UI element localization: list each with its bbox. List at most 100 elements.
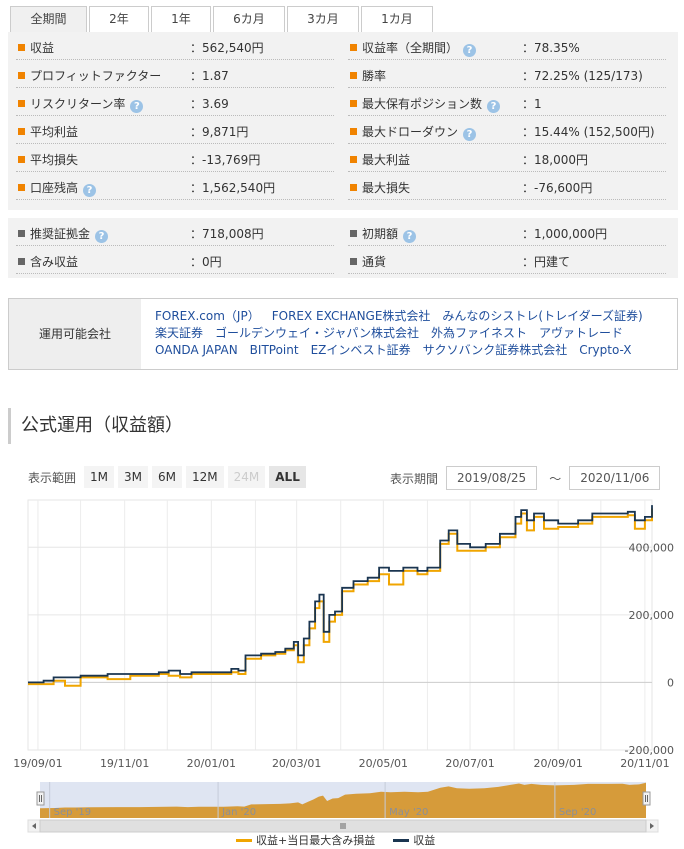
range-all-button[interactable]: ALL [269,466,306,488]
stat-label: 平均利益 [30,125,79,139]
period-from-input[interactable]: 2019/08/25 [446,466,538,490]
period-to-input[interactable]: 2020/11/06 [569,466,661,490]
stat-row-right-2: 最大保有ポジション数? ：1 [340,90,670,116]
stat-value: ：0円 [190,255,222,269]
stat-row-left-1: プロフィットファクター ：1.87 [8,62,338,88]
tab-3m[interactable]: 3カ月 [287,6,359,32]
x-tick-label: 19/11/01 [100,757,149,770]
broker-link[interactable]: みんなのシストレ(トレイダーズ証券) [442,309,643,323]
stat-row-left-3: 平均利益 ：9,871円 [8,118,338,144]
y-tick-label: -200,000 [625,744,674,757]
x-axis-ticks: 19/09/01 19/11/01 20/01/01 20/03/01 20/05/01… [13,757,669,770]
stat-value: ：円建て [522,255,571,269]
stats-panel: 収益 ：562,540円 プロフィットファクター ：1.87 リスクリターン率? ：3.6… [8,32,678,210]
period-separator: ～ [549,471,562,486]
y-tick-label: 200,000 [629,609,675,622]
x-tick-label: 19/09/01 [13,757,62,770]
legend-floating[interactable]: 収益+当日最大含み損益 [256,834,376,847]
broker-link[interactable]: BITPoint [249,343,299,357]
stat-label: 平均損失 [30,153,79,167]
stat-label: プロフィットファクター [30,69,162,83]
help-icon[interactable]: ? [463,44,477,57]
navigator-area [40,782,646,818]
broker-link[interactable]: サクソバンク証券株式会社 [422,343,568,357]
stat-label: 口座残高? [30,179,97,197]
stat-value: ：-13,769円 [190,153,261,167]
bullet-icon [18,230,25,237]
stat-label: リスクリターン率? [30,95,144,113]
broker-link[interactable]: 外為ファイネスト [431,326,528,340]
stat-row-left-2: リスクリターン率? ：3.69 [8,90,338,116]
scroll-right-icon [650,823,654,829]
help-icon[interactable]: ? [130,100,144,113]
stat-row-right-3: 最大ドローダウン? ：15.44% (152,500円) [340,118,670,144]
broker-link[interactable]: Crypto-X [579,343,632,357]
bullet-icon [18,156,25,163]
stat-value: ：1,562,540円 [190,181,276,195]
navigator-series [40,782,646,818]
range-12m-button[interactable]: 12M [186,466,224,488]
range-3m-button[interactable]: 3M [118,466,149,488]
series-floating-line [28,508,653,687]
navigator-handle [642,791,651,806]
period-label: 表示期間 [390,471,439,486]
bullet-icon [350,258,357,265]
broker-link[interactable]: OANDA JAPAN [155,343,238,357]
help-icon[interactable]: ? [95,230,109,243]
stat-value: ：1 [522,97,542,111]
bullet-icon [18,258,25,265]
stat-value: ：9,871円 [190,125,249,139]
navigator-label: Sep '19 [54,807,92,818]
scroll-left-icon [32,823,36,829]
stat-row-left-4: 平均損失 ：-13,769円 [8,146,338,172]
bullet-icon [350,156,357,163]
broker-link[interactable]: EZインベスト証券 [310,343,411,357]
tab-2y[interactable]: 2年 [89,6,149,32]
range-24m-button: 24M [227,466,266,488]
bullet-icon [350,128,357,135]
broker-link[interactable]: 楽天証券 [155,326,204,340]
bullet-icon [350,230,357,237]
stat-row-right-0: 初期額? ：1,000,000円 [340,220,670,246]
bullet-icon [350,44,357,51]
tab-6m[interactable]: 6カ月 [213,6,285,32]
bullet-icon [18,44,25,51]
x-tick-label: 20/01/01 [187,757,236,770]
range-6m-button[interactable]: 6M [152,466,183,488]
range-1m-button[interactable]: 1M [84,466,115,488]
brokers-heading: 運用可能会社 [9,299,141,369]
stat-label: 推奨証拠金? [30,225,109,243]
broker-link[interactable]: FOREX.com（JP） [155,309,260,323]
legend-swatch-profit [393,838,410,842]
help-icon[interactable]: ? [487,100,501,113]
stat-value: ：718,008円 [190,227,264,241]
tab-1m[interactable]: 1カ月 [361,6,433,32]
chart-legend: 収益+当日最大含み損益 収益 [236,832,435,848]
tab-1y[interactable]: 1年 [151,6,211,32]
stat-value: ：1,000,000円 [522,227,608,241]
broker-line: FOREX.com（JP） FOREX EXCHANGE株式会社 みんなのシストレ(… [155,308,665,325]
series-profit-line [28,505,653,684]
stat-label: 勝率 [362,69,387,83]
scrollbar-thumb [39,819,647,833]
broker-link[interactable]: ゴールデンウェイ・ジャパン株式会社 [215,326,420,340]
bullet-icon [350,100,357,107]
navigator-handle [36,791,45,806]
legend-profit[interactable]: 収益 [413,834,436,847]
x-tick-label: 20/09/01 [533,757,582,770]
stat-label: 収益率（全期間）? [362,39,477,57]
bullet-icon [18,100,25,107]
plot-area [27,499,653,751]
help-icon[interactable]: ? [463,128,477,141]
help-icon[interactable]: ? [403,230,417,243]
stat-label: 最大ドローダウン? [362,123,477,141]
broker-list: FOREX.com（JP） FOREX EXCHANGE株式会社 みんなのシストレ(… [155,308,665,359]
broker-link[interactable]: アヴァトレード [539,326,624,340]
tab-all-period[interactable]: 全期間 [10,6,87,32]
legend-swatch-floating [236,838,252,842]
range-label: 表示範囲 [28,470,77,485]
broker-link[interactable]: FOREX EXCHANGE株式会社 [271,309,431,323]
y-tick-label: 400,000 [629,541,675,554]
help-icon[interactable]: ? [83,184,97,197]
navigator-label: May '20 [389,807,428,818]
